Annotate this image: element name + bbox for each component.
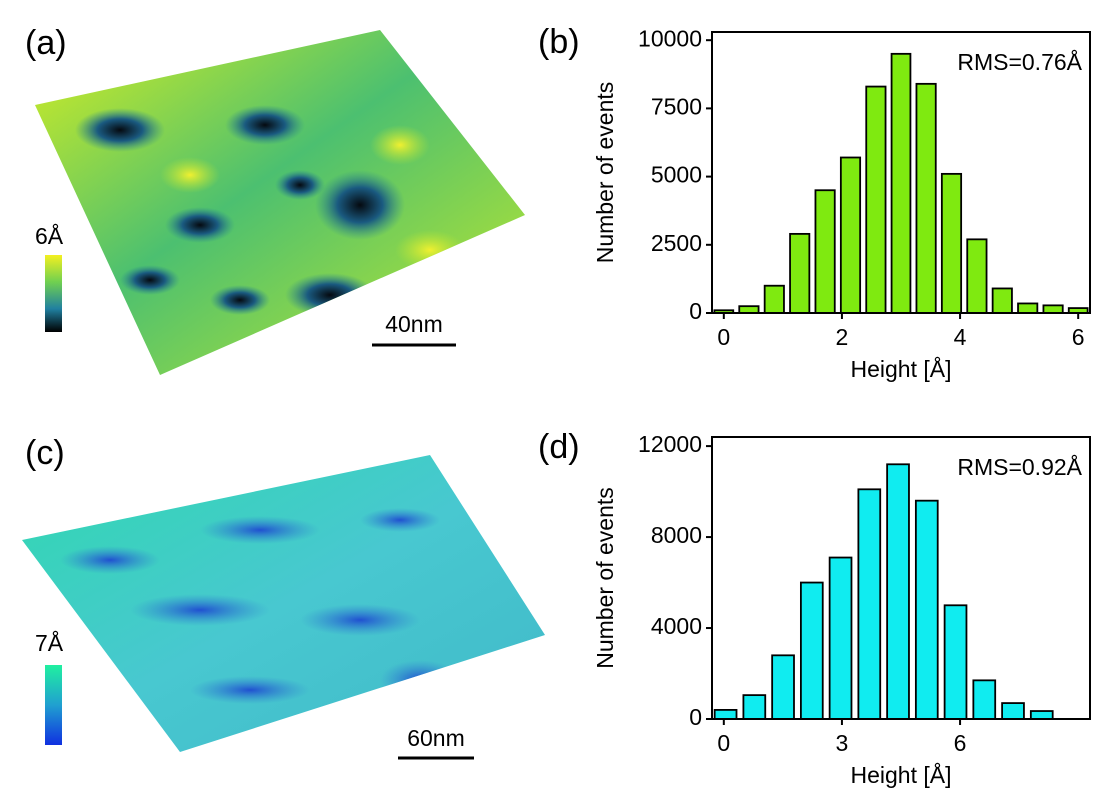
plot-frame [711, 31, 1091, 314]
bar [1042, 304, 1064, 314]
surface [22, 455, 545, 752]
bar [799, 581, 824, 720]
colorbar-label: 7Å [35, 629, 64, 656]
bar [1001, 702, 1025, 720]
x-axis-label: Height [Å] [851, 761, 952, 788]
bar [915, 82, 937, 314]
x-tick-label: 6 [1072, 324, 1085, 350]
x-tick-label: 3 [836, 730, 849, 756]
bar [839, 156, 862, 314]
bar [742, 694, 767, 720]
x-tick-label: 0 [717, 730, 730, 756]
y-tick-label: 2500 [651, 230, 702, 256]
bar [972, 679, 997, 720]
colorbar [45, 255, 62, 332]
annotation: RMS=0.76Å [957, 48, 1082, 75]
y-tick-label: 7500 [651, 93, 702, 119]
bar [940, 172, 963, 314]
bar [857, 488, 882, 720]
x-tick-label: 0 [717, 324, 730, 350]
bar [814, 189, 836, 314]
y-tick-label: 5000 [651, 162, 702, 188]
y-tick-label: 8000 [651, 522, 702, 548]
bar [966, 238, 988, 314]
bar [771, 654, 795, 720]
annotation: RMS=0.92Å [957, 453, 1082, 480]
y-tick-label: 4000 [651, 613, 702, 639]
bar [828, 556, 853, 720]
scale-bar-label: 60nm [407, 725, 465, 751]
panel-label: (a) [25, 24, 67, 62]
surface [35, 30, 525, 375]
y-axis-label: Number of events [592, 487, 618, 669]
surface-c [22, 455, 545, 760]
y-tick-label: 0 [689, 298, 702, 324]
plot-frame [711, 436, 1091, 720]
bar [1029, 710, 1054, 720]
x-axis-label: Height [Å] [851, 355, 952, 382]
bar [865, 85, 887, 314]
colorbar-label: 6Å [35, 222, 64, 249]
bar [890, 52, 912, 314]
surface-a [35, 30, 525, 375]
y-tick-label: 10000 [638, 25, 702, 51]
x-tick-label: 2 [836, 324, 849, 350]
bar [991, 287, 1013, 314]
bar [914, 499, 939, 720]
y-tick-label: 12000 [638, 431, 702, 457]
bar [763, 284, 785, 314]
x-tick-label: 6 [954, 730, 967, 756]
colorbar [45, 665, 62, 745]
scale-bar-label: 40nm [385, 311, 443, 337]
y-tick-label: 0 [689, 704, 702, 730]
bar [1017, 302, 1039, 314]
bar [886, 463, 910, 720]
panel-label: (b) [538, 23, 580, 61]
bar [789, 232, 811, 314]
bar [713, 709, 738, 720]
x-tick-label: 4 [954, 324, 967, 350]
surface-texture [75, 105, 465, 317]
panel-label: (d) [538, 428, 580, 466]
bar [943, 604, 968, 720]
y-axis-label: Number of events [592, 82, 618, 264]
panel-label: (c) [25, 434, 65, 472]
bar [738, 305, 760, 314]
